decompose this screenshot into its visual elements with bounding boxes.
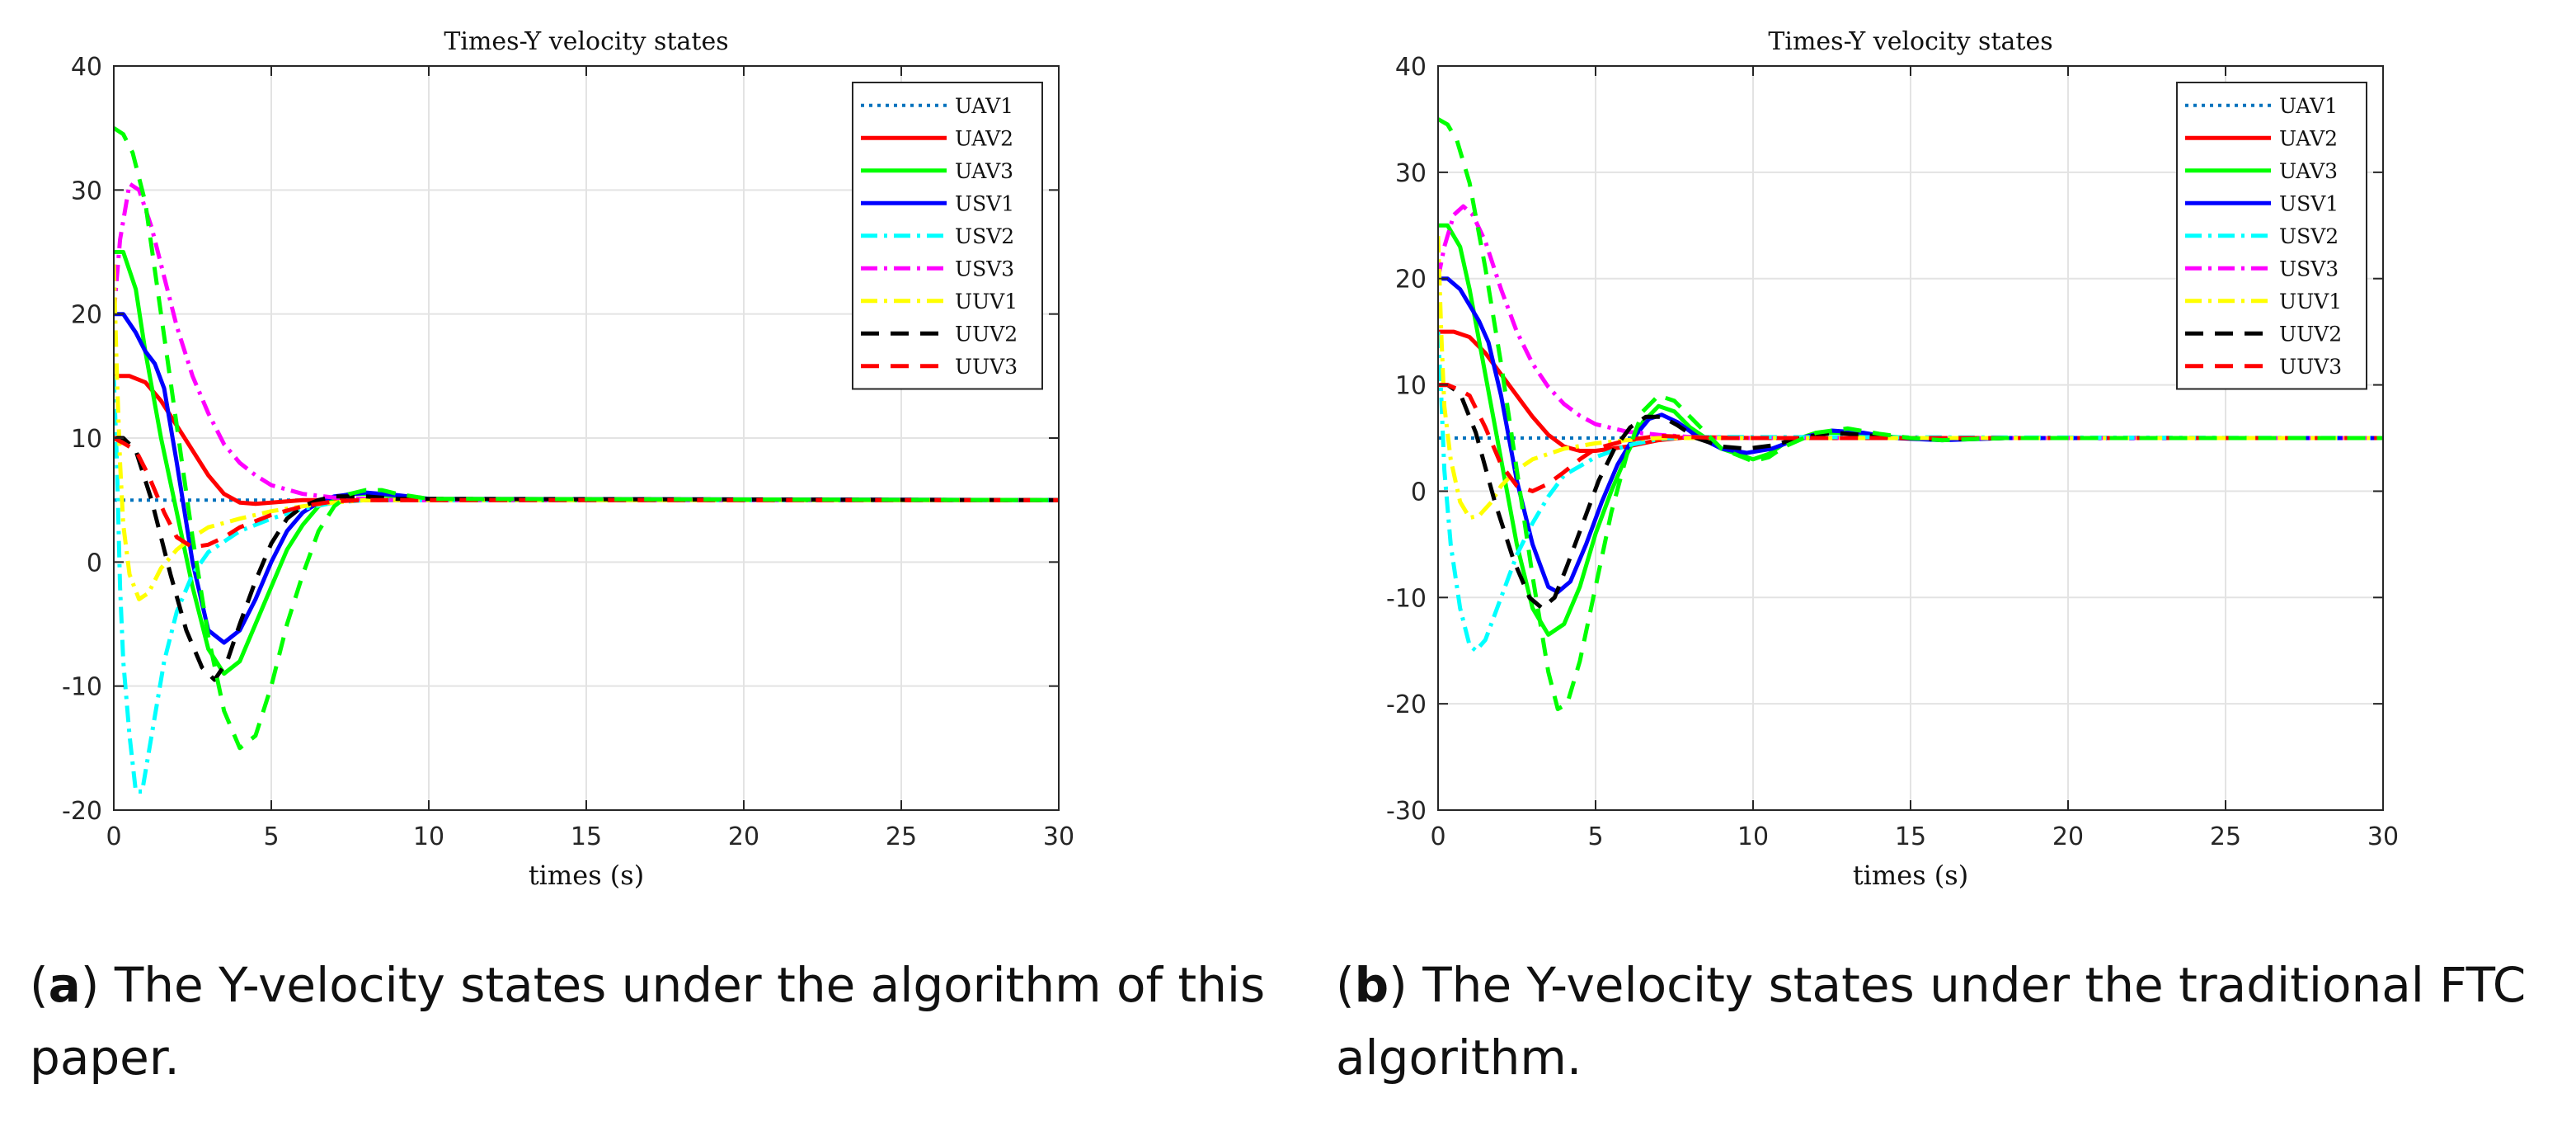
- legend: UAV1 UAV2 UAV3 USV1 USV2 USV3 UUV1 UUV2 UUV3: [2176, 82, 2367, 390]
- x-axis-label: times (s): [529, 860, 644, 891]
- legend-label-uav2: UAV2: [955, 126, 1013, 150]
- y-tick-label: 0: [1411, 478, 1427, 507]
- x-tick-label: 25: [2210, 822, 2241, 851]
- legend-label-usv1: USV1: [2279, 191, 2339, 215]
- legend-label-uav1: UAV1: [2279, 94, 2338, 118]
- legend-label-uuv2: UUV2: [2279, 322, 2342, 346]
- chart-title: Times-Y velocity states: [444, 27, 728, 56]
- y-tick-label: 20: [1395, 266, 1427, 295]
- series-line-uuv3: [114, 436, 1059, 549]
- legend-label-uuv3: UUV3: [2279, 355, 2342, 379]
- x-tick-label: 30: [2367, 822, 2399, 851]
- series-line-uuv3: [1438, 383, 2383, 493]
- panel-a: 0 5 10 15 20 25 30 -20 -10 0 10 20 30 40 Times-Y veloc…: [0, 0, 1286, 1131]
- series-line-uuv2: [1438, 383, 2383, 610]
- legend-label-uav2: UAV2: [2279, 126, 2338, 150]
- series-line-uuv1: [114, 264, 1059, 601]
- caption-b-letter: b: [1354, 957, 1389, 1013]
- caption-a: (a) The Y-velocity states under the algo…: [30, 957, 1266, 1086]
- y-tick-label: 30: [71, 177, 102, 205]
- y-tick-label: 10: [1395, 372, 1427, 401]
- legend-label-uav1: UAV1: [955, 94, 1013, 118]
- legend-label-usv2: USV2: [955, 224, 1014, 248]
- x-tick-label: 25: [886, 822, 917, 851]
- y-tick-label: 10: [71, 425, 102, 454]
- panel-b: 0 5 10 15 20 25 30 -30 -20 -10 0 10 20 30 40 Times-Y ve…: [1319, 0, 2576, 1131]
- series-line-uuv1: [1438, 236, 2383, 521]
- x-tick-label: 0: [1430, 822, 1445, 851]
- y-tick-label: -30: [1386, 797, 1427, 826]
- x-tick-label: 10: [1737, 822, 1769, 851]
- x-tick-label: 10: [413, 822, 444, 851]
- chart-a: 0 5 10 15 20 25 30 -20 -10 0 10 20 30 40 Times-Y veloc…: [62, 27, 1074, 891]
- chart-b: 0 5 10 15 20 25 30 -30 -20 -10 0 10 20 30 40 Times-Y ve…: [1386, 27, 2399, 891]
- x-axis-label: times (s): [1853, 860, 1968, 891]
- y-tick-label: 30: [1395, 159, 1427, 188]
- legend-label-uav3: UAV3: [2279, 159, 2338, 183]
- y-tick-label: 40: [71, 53, 102, 82]
- x-tick-label: 20: [2052, 822, 2084, 851]
- caption-a-text: The Y-velocity states under the algorith…: [30, 957, 1266, 1086]
- y-tick-label: -20: [62, 797, 102, 826]
- chart-title: Times-Y velocity states: [1768, 27, 2052, 56]
- y-tick-label: 20: [71, 301, 102, 330]
- caption-b: (b) The Y-velocity states under the trad…: [1336, 957, 2527, 1086]
- y-tick-label: -10: [1386, 584, 1427, 613]
- x-tick-label: 30: [1043, 822, 1074, 851]
- x-tick-label: 0: [106, 822, 121, 851]
- legend-label-usv3: USV3: [2279, 257, 2339, 280]
- legend-label-usv2: USV2: [2279, 224, 2339, 248]
- legend-label-usv1: USV1: [955, 191, 1014, 215]
- series-line-uav3: [1438, 117, 2383, 712]
- y-tick-label: 40: [1395, 53, 1427, 82]
- caption-b-text: The Y-velocity states under the traditio…: [1336, 957, 2527, 1086]
- legend-label-uuv3: UUV3: [955, 355, 1018, 379]
- x-tick-label: 15: [571, 822, 602, 851]
- legend-label-uuv1: UUV1: [2279, 290, 2342, 313]
- caption-a-letter: a: [48, 957, 81, 1013]
- x-tick-label: 20: [728, 822, 759, 851]
- x-tick-label: 5: [1587, 822, 1603, 851]
- x-tick-label: 5: [263, 822, 279, 851]
- legend-label-uav3: UAV3: [955, 159, 1013, 183]
- series-line-uuv2: [114, 436, 1059, 682]
- series-line-uav3: [114, 126, 1059, 751]
- series-line-usv2: [1438, 331, 2383, 653]
- series-line-uav2: [114, 374, 1059, 507]
- y-tick-label: -20: [1386, 690, 1427, 719]
- series-group: [114, 126, 1059, 794]
- legend-label-usv3: USV3: [955, 257, 1014, 280]
- y-tick-label: 0: [87, 549, 102, 577]
- series-line-usv1: [1438, 276, 2383, 595]
- legend-label-uuv1: UUV1: [955, 290, 1018, 313]
- x-tick-label: 15: [1895, 822, 1926, 851]
- series-group: [1438, 117, 2383, 712]
- y-tick-label: -10: [62, 673, 102, 702]
- legend: UAV1 UAV2 UAV3 USV1 USV2 USV3 UUV1 UUV2 UUV3: [852, 82, 1043, 390]
- legend-label-uuv2: UUV2: [955, 322, 1018, 346]
